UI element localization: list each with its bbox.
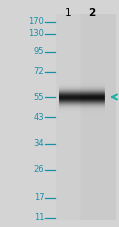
Text: 95: 95 [34,47,44,57]
Text: 55: 55 [34,92,44,101]
Text: 170: 170 [28,17,44,27]
Text: 2: 2 [88,8,95,18]
Text: 34: 34 [34,140,44,148]
Text: 26: 26 [34,165,44,175]
Text: 17: 17 [34,193,44,202]
Text: 130: 130 [28,30,44,39]
Text: 43: 43 [34,113,44,121]
Text: 1: 1 [64,8,71,18]
Text: 72: 72 [34,67,44,76]
Text: 11: 11 [34,214,44,222]
